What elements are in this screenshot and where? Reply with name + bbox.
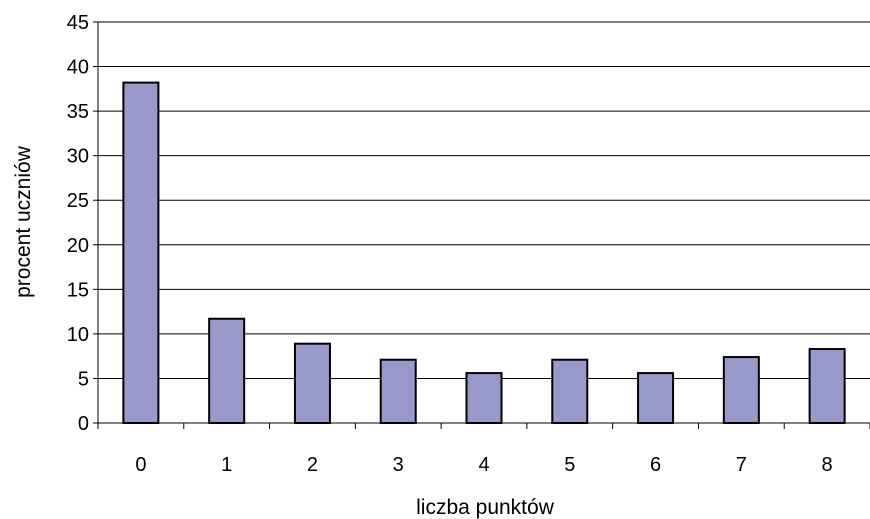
- axes: [93, 21, 870, 429]
- bar: [637, 372, 675, 424]
- bar: [208, 317, 246, 424]
- y-tick-label: 10: [67, 324, 89, 346]
- x-tick-label: 7: [736, 454, 747, 476]
- bar: [465, 372, 503, 424]
- y-tick-label: 20: [67, 235, 89, 257]
- x-axis-title: liczba punktów: [416, 496, 555, 519]
- bar: [122, 81, 160, 425]
- y-tick-label: 0: [78, 413, 89, 435]
- x-tick-label: 2: [307, 454, 318, 476]
- y-tick-label: 45: [67, 12, 89, 34]
- y-tick-label: 30: [67, 146, 89, 168]
- bar: [551, 358, 589, 424]
- x-tick-label: 5: [564, 454, 575, 476]
- x-tick-label: 8: [822, 454, 833, 476]
- bars: [122, 81, 846, 425]
- bar: [379, 358, 417, 424]
- bar: [722, 356, 760, 424]
- y-axis-title: procent uczniów: [12, 145, 35, 298]
- bar: [293, 342, 331, 424]
- bar: [808, 348, 846, 424]
- x-tick-label: 0: [135, 454, 146, 476]
- y-tick-label: 25: [67, 190, 89, 212]
- y-tick-label: 35: [67, 101, 89, 123]
- x-tick-label: 1: [221, 454, 232, 476]
- x-tick-label: 4: [478, 454, 489, 476]
- y-tick-label: 15: [67, 279, 89, 301]
- y-tick-label: 40: [67, 57, 89, 79]
- x-tick-label: 6: [650, 454, 661, 476]
- x-tick-label: 3: [393, 454, 404, 476]
- y-tick-label: 5: [78, 368, 89, 390]
